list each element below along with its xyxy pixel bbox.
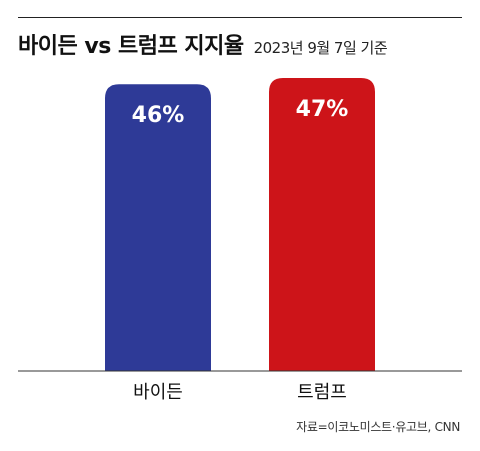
data-label-trump: 47%	[296, 97, 349, 122]
category-label-trump: 트럼프	[297, 382, 347, 403]
bar-trump	[269, 78, 375, 371]
data-label-biden: 46%	[132, 103, 185, 128]
top-rule	[18, 17, 462, 18]
chart-title: 바이든 vs 트럼프 지지율	[18, 34, 244, 59]
chart-subtitle: 2023년 9월 7일 기준	[253, 39, 388, 57]
bar-biden	[105, 84, 211, 371]
chart-header: 바이든 vs 트럼프 지지율 2023년 9월 7일 기준	[18, 28, 388, 62]
category-label-biden: 바이든	[133, 382, 183, 403]
source-note: 자료=이코노미스트·유고브, CNN	[296, 420, 460, 434]
